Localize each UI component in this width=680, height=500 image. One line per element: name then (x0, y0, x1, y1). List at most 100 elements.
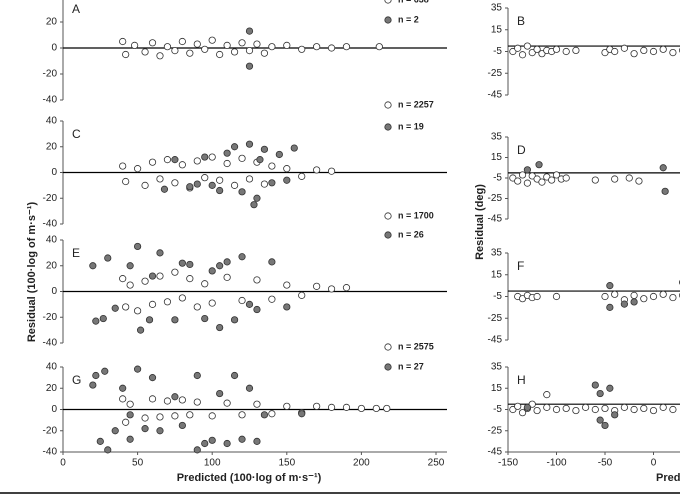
x-tick-label: 50 (132, 458, 144, 469)
y-tick-label: -45 (488, 447, 503, 458)
point (533, 406, 541, 415)
point (518, 171, 527, 179)
point (327, 285, 336, 293)
point (193, 446, 201, 454)
point (148, 158, 157, 166)
point (223, 149, 231, 157)
y-tick-label: -45 (488, 90, 503, 101)
point (201, 45, 209, 53)
y-tick-label: -40 (43, 219, 58, 230)
point (201, 280, 209, 288)
point (620, 300, 629, 308)
point (156, 427, 164, 435)
point (601, 404, 609, 413)
point (111, 427, 119, 435)
point (178, 396, 186, 404)
point (230, 143, 239, 151)
point (630, 298, 638, 306)
point (268, 258, 276, 266)
point (148, 300, 157, 308)
point (620, 403, 629, 411)
x-tick-label: 0 (651, 458, 657, 469)
point (313, 43, 321, 51)
point (163, 156, 172, 164)
point (238, 39, 246, 47)
y-tick-label: 0 (51, 167, 57, 178)
point (104, 446, 112, 454)
point (562, 47, 570, 56)
point (514, 402, 522, 410)
point (92, 317, 100, 325)
point (156, 249, 164, 257)
point (186, 49, 194, 57)
panel-letter: A (72, 2, 80, 16)
point (216, 389, 224, 398)
point (238, 188, 246, 196)
point (669, 405, 677, 414)
point (253, 437, 261, 445)
panel-letter: B (517, 14, 525, 28)
y-tick-label: 0 (51, 404, 57, 415)
y-tick-label: -45 (488, 335, 503, 346)
point (238, 253, 246, 261)
y-tick-label: -40 (43, 338, 58, 349)
point (253, 276, 261, 284)
point (148, 395, 157, 403)
y-tick-label: -20 (43, 193, 58, 204)
y-tick-label: 40 (46, 362, 58, 373)
point (145, 316, 154, 324)
point (606, 384, 614, 392)
point (283, 281, 291, 289)
point (238, 154, 246, 162)
x-tick-label: 250 (428, 458, 445, 469)
point (649, 292, 658, 301)
panel-letter: G (72, 373, 81, 387)
point (601, 292, 609, 301)
point (186, 275, 194, 283)
point (283, 41, 291, 50)
legend-label: n = 19 (398, 121, 424, 131)
point (268, 295, 276, 303)
point (216, 50, 224, 59)
point (126, 411, 134, 419)
point (562, 404, 570, 413)
point (134, 242, 142, 251)
point (186, 411, 194, 419)
point (245, 62, 254, 70)
point (253, 40, 261, 48)
point (208, 299, 216, 307)
point (253, 400, 261, 408)
point (562, 174, 570, 182)
y-tick-label: 40 (46, 235, 58, 246)
point (193, 157, 201, 165)
panel-letter: F (517, 259, 524, 273)
point (327, 44, 336, 52)
point (141, 181, 149, 189)
y-tick-label: 20 (46, 260, 58, 271)
legend-swatch (384, 363, 392, 371)
point (523, 403, 532, 411)
legend-swatch (384, 16, 392, 24)
point (245, 140, 254, 148)
point (669, 48, 677, 57)
point (630, 50, 638, 58)
point (216, 323, 224, 332)
point (208, 153, 216, 161)
point (611, 175, 619, 183)
point (552, 45, 561, 53)
point (193, 303, 201, 311)
point (659, 45, 667, 53)
point (523, 166, 532, 174)
point (290, 144, 298, 152)
point (131, 41, 139, 50)
point (134, 365, 142, 373)
y-tick-label: -5 (493, 173, 502, 184)
point (99, 314, 107, 323)
point (193, 371, 201, 380)
y-tick-label: -40 (43, 95, 58, 106)
point (283, 303, 291, 311)
y-tick-label: 15 (491, 152, 503, 163)
point (163, 43, 172, 51)
point (518, 51, 527, 59)
point (126, 435, 134, 443)
